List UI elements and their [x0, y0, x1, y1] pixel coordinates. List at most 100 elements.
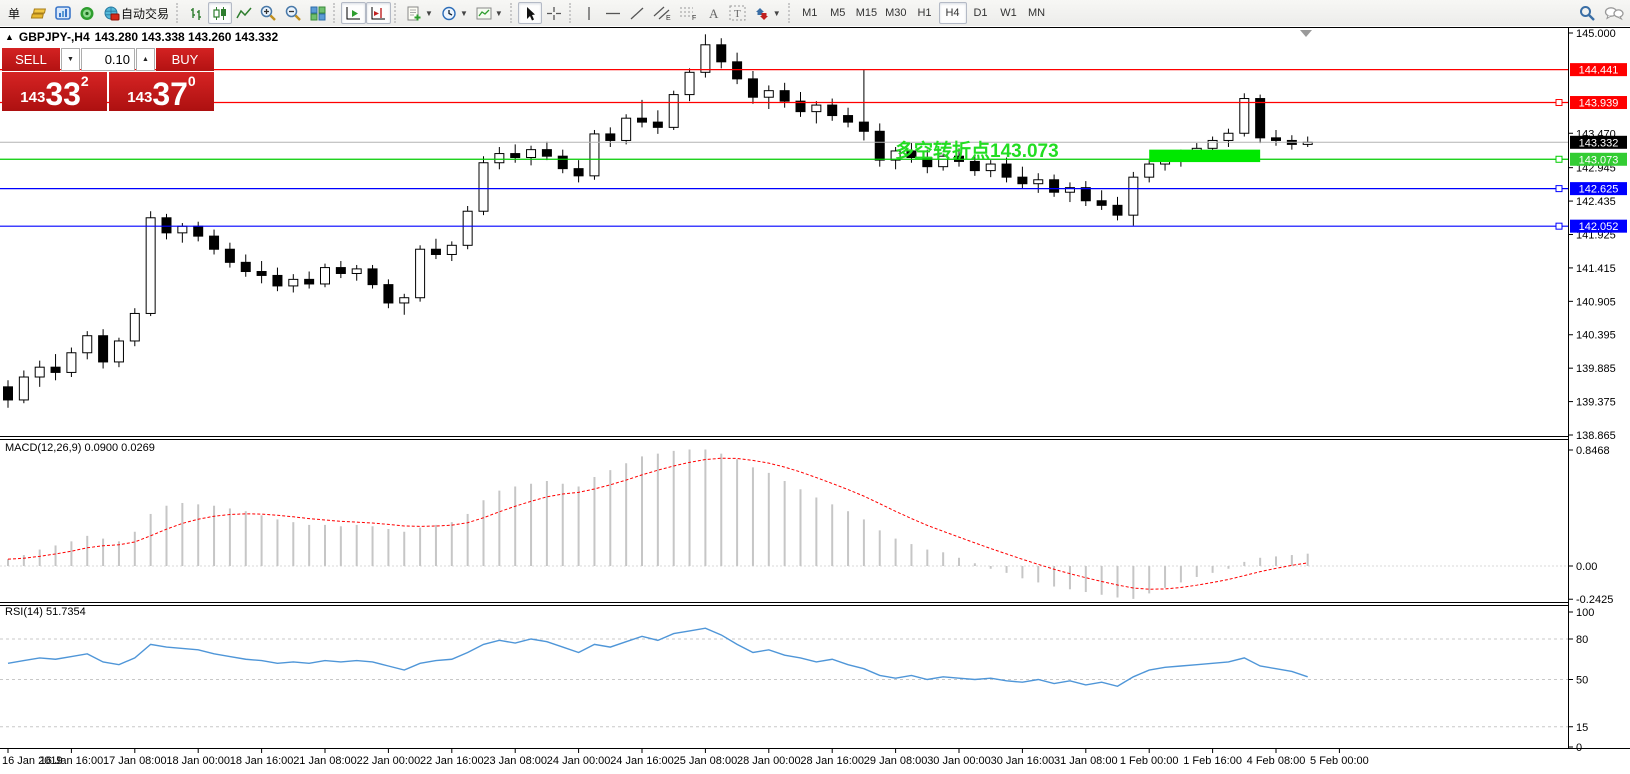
trendline-button[interactable] — [625, 2, 649, 24]
collapse-trade-panel-icon[interactable]: ▲ — [5, 32, 14, 42]
candlestick-chart-button[interactable] — [208, 2, 233, 24]
fibonacci-button[interactable]: F — [675, 2, 701, 24]
timeframe-mn-button[interactable]: MN — [1027, 7, 1046, 19]
svg-text:138.865: 138.865 — [1576, 430, 1616, 442]
svg-text:144.441: 144.441 — [1579, 65, 1619, 77]
svg-text:142.435: 142.435 — [1576, 196, 1616, 208]
zoom-in-icon — [260, 5, 276, 21]
toolbar-scroll-group — [341, 0, 392, 26]
toolbar-separator — [176, 3, 181, 23]
svg-text:16 Jan 2019: 16 Jan 2019 — [2, 755, 63, 767]
zoom-in-button[interactable] — [256, 2, 281, 24]
crosshair-icon — [546, 6, 561, 20]
timeframe-m15-button[interactable]: M15 — [855, 7, 878, 19]
timeframe-w1-button[interactable]: W1 — [1000, 7, 1017, 19]
signals-button[interactable] — [75, 2, 99, 24]
svg-text:18 Jan 00:00: 18 Jan 00:00 — [166, 755, 230, 767]
sell-label: SELL — [15, 52, 47, 67]
bar-chart-button[interactable] — [184, 2, 208, 24]
volume-input[interactable] — [81, 48, 135, 71]
timeframe-h4-button[interactable]: H4 — [938, 2, 967, 24]
cursor-button[interactable] — [517, 2, 542, 24]
svg-text:30 Jan 16:00: 30 Jan 16:00 — [991, 755, 1055, 767]
timeframe-m1-button[interactable]: M1 — [802, 7, 818, 19]
horizontal-level-lines[interactable] — [0, 69, 1568, 230]
arrows-icon — [755, 7, 768, 20]
line-chart-icon — [236, 7, 252, 18]
buy-button[interactable]: BUY — [156, 48, 214, 71]
equidistant-channel-button[interactable]: E — [649, 2, 675, 24]
quotes-button[interactable] — [26, 2, 51, 24]
svg-text:0.8468: 0.8468 — [1576, 445, 1610, 457]
svg-text:0: 0 — [1576, 742, 1582, 754]
channel-icon: E — [653, 6, 671, 21]
templates-button[interactable]: ▼ — [472, 2, 507, 24]
price-axis[interactable]: 145.000143.470142.945142.435141.925141.4… — [1568, 28, 1616, 442]
timeframe-m30-button[interactable]: M30 — [885, 7, 907, 19]
vertical-line-icon — [588, 6, 590, 20]
price-label: 144.441 — [1570, 63, 1627, 77]
auto-scroll-button[interactable] — [341, 2, 367, 24]
text-icon: A — [709, 6, 719, 21]
svg-text:5 Feb 00:00: 5 Feb 00:00 — [1310, 755, 1369, 767]
rsi-indicator-label: RSI(14) 51.7354 — [5, 606, 86, 618]
text-button[interactable]: A — [701, 2, 725, 24]
zoom-out-button[interactable] — [281, 2, 306, 24]
search-button[interactable] — [1575, 2, 1600, 24]
new-chart-button[interactable]: ▼ — [402, 2, 437, 24]
sell-price-pip: 2 — [80, 73, 89, 89]
line-chart-button[interactable] — [232, 2, 256, 24]
chart-shift-marker[interactable] — [1300, 30, 1312, 37]
toolbar-separator — [394, 3, 399, 23]
chat-button[interactable] — [1600, 2, 1628, 24]
svg-text:17 Jan 08:00: 17 Jan 08:00 — [103, 755, 167, 767]
sell-price-button[interactable]: 143 33 2 — [2, 72, 107, 111]
svg-text:140.905: 140.905 — [1576, 296, 1616, 308]
toolbar-chart-group — [184, 0, 330, 26]
svg-text:29 Jan 08:00: 29 Jan 08:00 — [864, 755, 928, 767]
timeframe-m5-button[interactable]: M5 — [830, 7, 846, 19]
arrows-button[interactable]: ▼ — [750, 2, 785, 24]
svg-text:142.625: 142.625 — [1579, 184, 1619, 196]
chart-shift-icon — [371, 6, 386, 19]
volume-decrease-button[interactable]: ▼ — [61, 48, 80, 71]
gold-bars-icon — [30, 8, 46, 19]
auto-trading-label: 自动交易 — [121, 6, 170, 21]
timeframe-h1-button[interactable]: H1 — [917, 7, 932, 19]
svg-text:30 Jan 00:00: 30 Jan 00:00 — [927, 755, 991, 767]
chevron-down-icon: ▼ — [425, 8, 433, 18]
new-order-button[interactable]: 单 — [2, 2, 26, 24]
horizontal-line-button[interactable] — [601, 2, 625, 24]
timeframe-d1-button[interactable]: D1 — [973, 7, 988, 19]
green-rectangle-object[interactable] — [1149, 149, 1261, 163]
tile-windows-button[interactable] — [306, 2, 330, 24]
svg-text:25 Jan 08:00: 25 Jan 08:00 — [674, 755, 738, 767]
toolbar-objects-group: E F A T ▼ — [517, 0, 785, 26]
svg-text:-0.2425: -0.2425 — [1576, 594, 1613, 606]
crosshair-button[interactable] — [542, 2, 566, 24]
auto-trading-button[interactable]: 自动交易 — [99, 2, 173, 24]
svg-text:140.395: 140.395 — [1576, 330, 1616, 342]
periods-button[interactable]: ▼ — [437, 2, 472, 24]
auto-trading-icon — [104, 6, 120, 20]
svg-text:139.375: 139.375 — [1576, 397, 1616, 409]
chevron-down-icon: ▼ — [494, 8, 503, 18]
svg-text:23 Jan 08:00: 23 Jan 08:00 — [483, 755, 547, 767]
chart-shift-button[interactable] — [366, 2, 392, 24]
svg-text:1 Feb 16:00: 1 Feb 16:00 — [1183, 755, 1242, 767]
text-label-button[interactable]: T — [725, 2, 750, 24]
svg-text:22 Jan 00:00: 22 Jan 00:00 — [357, 755, 421, 767]
svg-text:24 Jan 16:00: 24 Jan 16:00 — [610, 755, 674, 767]
svg-text:15: 15 — [1576, 722, 1588, 734]
vertical-line-button[interactable] — [577, 2, 601, 24]
macd-indicator-label: MACD(12,26,9) 0.0900 0.0269 — [5, 442, 155, 454]
signals-icon — [80, 6, 94, 20]
market-watch-button[interactable] — [51, 2, 75, 24]
sell-button[interactable]: SELL — [2, 48, 60, 71]
buy-price-button[interactable]: 143 37 0 — [109, 72, 214, 111]
volume-increase-button[interactable]: ▲ — [136, 48, 155, 71]
svg-text:18 Jan 16:00: 18 Jan 16:00 — [230, 755, 294, 767]
cursor-icon — [526, 6, 535, 20]
